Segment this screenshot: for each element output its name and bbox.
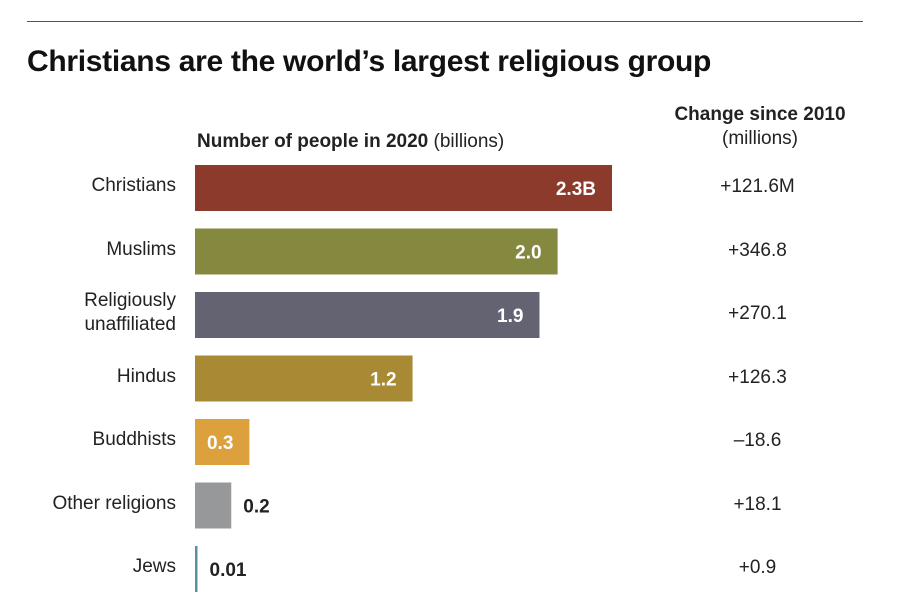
value-label-4: 0.3 bbox=[207, 433, 233, 454]
value-label-0: 2.3B bbox=[556, 179, 596, 200]
change-value-2: +270.1 bbox=[728, 303, 787, 324]
value-label-2: 1.9 bbox=[497, 306, 523, 327]
category-label-4: Buddhists bbox=[0, 428, 176, 452]
change-header: Change since 2010 (millions) bbox=[655, 103, 865, 151]
change-header-label: Change since 2010 bbox=[674, 104, 846, 125]
chart-title: Christians are the world’s largest relig… bbox=[27, 45, 712, 78]
bar-2 bbox=[195, 292, 540, 338]
change-value-0: +121.6M bbox=[720, 176, 795, 197]
category-label-2: Religiously unaffiliated bbox=[0, 289, 176, 337]
change-value-5: +18.1 bbox=[733, 493, 782, 515]
category-label-line: Christians bbox=[91, 175, 176, 196]
category-label-line: Hindus bbox=[116, 365, 176, 387]
category-label-3: Hindus bbox=[0, 365, 176, 389]
value-header: Number of people in 2020 (billions) bbox=[197, 131, 504, 153]
category-label-0: Christians bbox=[0, 174, 176, 198]
category-label-line: Other religions bbox=[52, 492, 176, 514]
bar-6 bbox=[195, 546, 198, 592]
category-label-line: Jews bbox=[132, 556, 176, 577]
bar-3 bbox=[195, 355, 413, 402]
value-label-6: 0.01 bbox=[210, 560, 247, 581]
value-header-label: Number of people in 2020 bbox=[197, 131, 429, 152]
category-label-6: Jews bbox=[0, 555, 176, 579]
category-label-5: Other religions bbox=[0, 492, 176, 516]
category-label-line: Muslims bbox=[106, 238, 176, 260]
top-rule bbox=[27, 21, 863, 22]
bar-5 bbox=[195, 482, 232, 529]
bar-4 bbox=[195, 419, 250, 465]
value-label-3: 1.2 bbox=[370, 370, 396, 391]
change-value-4: –18.6 bbox=[733, 430, 782, 451]
category-label-line: Religiously bbox=[84, 290, 176, 311]
bar-0 bbox=[195, 165, 612, 211]
bar-1 bbox=[195, 228, 558, 275]
change-value-6: +0.9 bbox=[738, 557, 777, 578]
value-label-5: 0.2 bbox=[243, 497, 269, 518]
change-header-unit: (millions) bbox=[722, 128, 798, 149]
value-label-1: 2.0 bbox=[515, 243, 541, 264]
category-label-1: Muslims bbox=[0, 238, 176, 262]
category-label-line: unaffiliated bbox=[84, 314, 176, 335]
category-label-line: Buddhists bbox=[92, 429, 176, 450]
change-value-3: +126.3 bbox=[728, 366, 787, 388]
change-value-1: +346.8 bbox=[728, 239, 787, 261]
value-header-unit: (billions) bbox=[433, 131, 505, 152]
